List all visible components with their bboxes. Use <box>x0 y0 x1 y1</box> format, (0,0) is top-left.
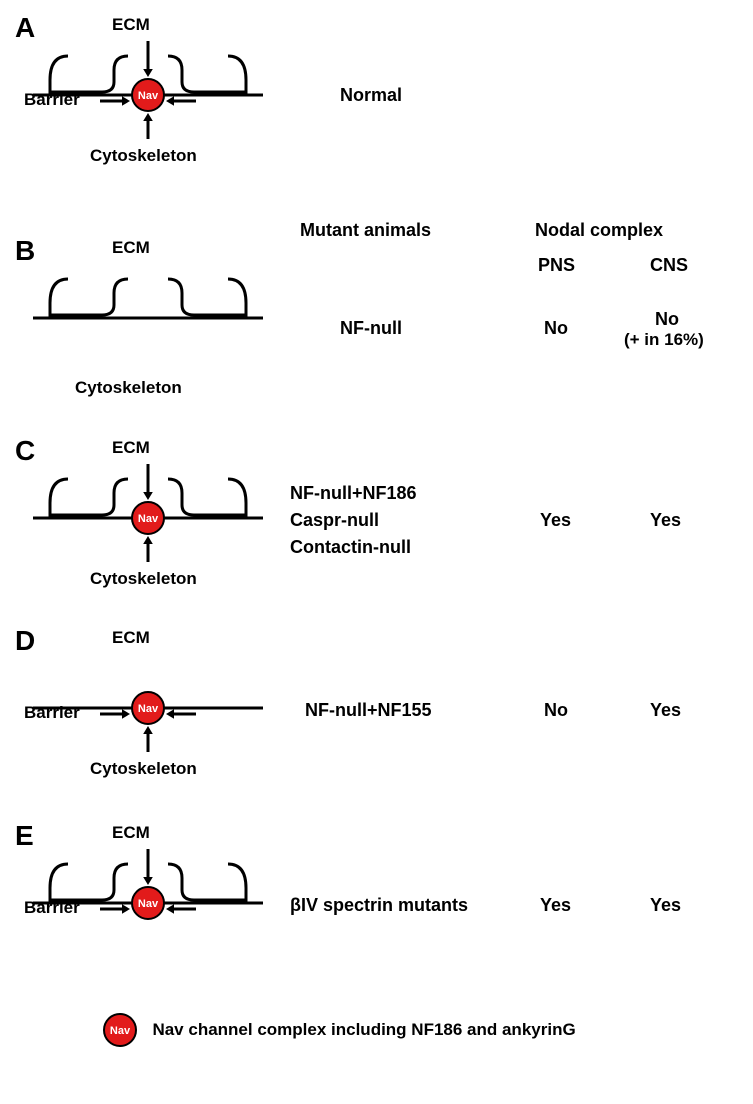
header-pns: PNS <box>538 255 575 276</box>
cytoskeleton-label-a: Cytoskeleton <box>90 146 197 166</box>
b-pns: No <box>544 318 568 339</box>
svg-text:Nav: Nav <box>138 703 159 715</box>
legend: Nav Nav channel complex including NF186 … <box>100 1010 568 1050</box>
legend-text: Nav channel complex including NF186 and … <box>152 1020 575 1039</box>
header-nodal: Nodal complex <box>535 220 663 241</box>
ecm-label-e: ECM <box>112 823 150 843</box>
c-pns: Yes <box>540 510 571 531</box>
legend-nav-icon: Nav <box>100 1010 140 1050</box>
e-cns: Yes <box>650 895 681 916</box>
svg-text:Nav: Nav <box>138 90 159 102</box>
cytoskeleton-label-c: Cytoskeleton <box>90 569 197 589</box>
d-pns: No <box>544 700 568 721</box>
c-label-3: Contactin-null <box>290 537 411 558</box>
svg-text:Nav: Nav <box>138 898 159 910</box>
header-cns: CNS <box>650 255 688 276</box>
normal-label: Normal <box>340 85 402 106</box>
d-cns: Yes <box>650 700 681 721</box>
diagram-b <box>28 256 268 376</box>
cytoskeleton-label-d: Cytoskeleton <box>90 759 197 779</box>
d-label: NF-null+NF155 <box>305 700 432 721</box>
b-cns-sub: (+ in 16%) <box>624 330 704 350</box>
ecm-label-d: ECM <box>112 628 150 648</box>
ecm-label-c: ECM <box>112 438 150 458</box>
c-cns: Yes <box>650 510 681 531</box>
e-label: βIV spectrin mutants <box>290 895 468 916</box>
b-cns: No <box>655 309 679 330</box>
ecm-label-b: ECM <box>112 238 150 258</box>
svg-text:Nav: Nav <box>138 513 159 525</box>
svg-text:Nav: Nav <box>110 1025 131 1037</box>
c-label-2: Caspr-null <box>290 510 379 531</box>
e-pns: Yes <box>540 895 571 916</box>
nfnull-label: NF-null <box>340 318 402 339</box>
barrier-label-e: Barrier <box>24 898 80 918</box>
diagram-c: Nav <box>28 456 268 576</box>
ecm-label-a: ECM <box>112 15 150 35</box>
c-label-1: NF-null+NF186 <box>290 483 417 504</box>
cytoskeleton-label-b: Cytoskeleton <box>75 378 182 398</box>
barrier-label-d: Barrier <box>24 703 80 723</box>
header-mutant: Mutant animals <box>300 220 431 241</box>
barrier-label-a: Barrier <box>24 90 80 110</box>
